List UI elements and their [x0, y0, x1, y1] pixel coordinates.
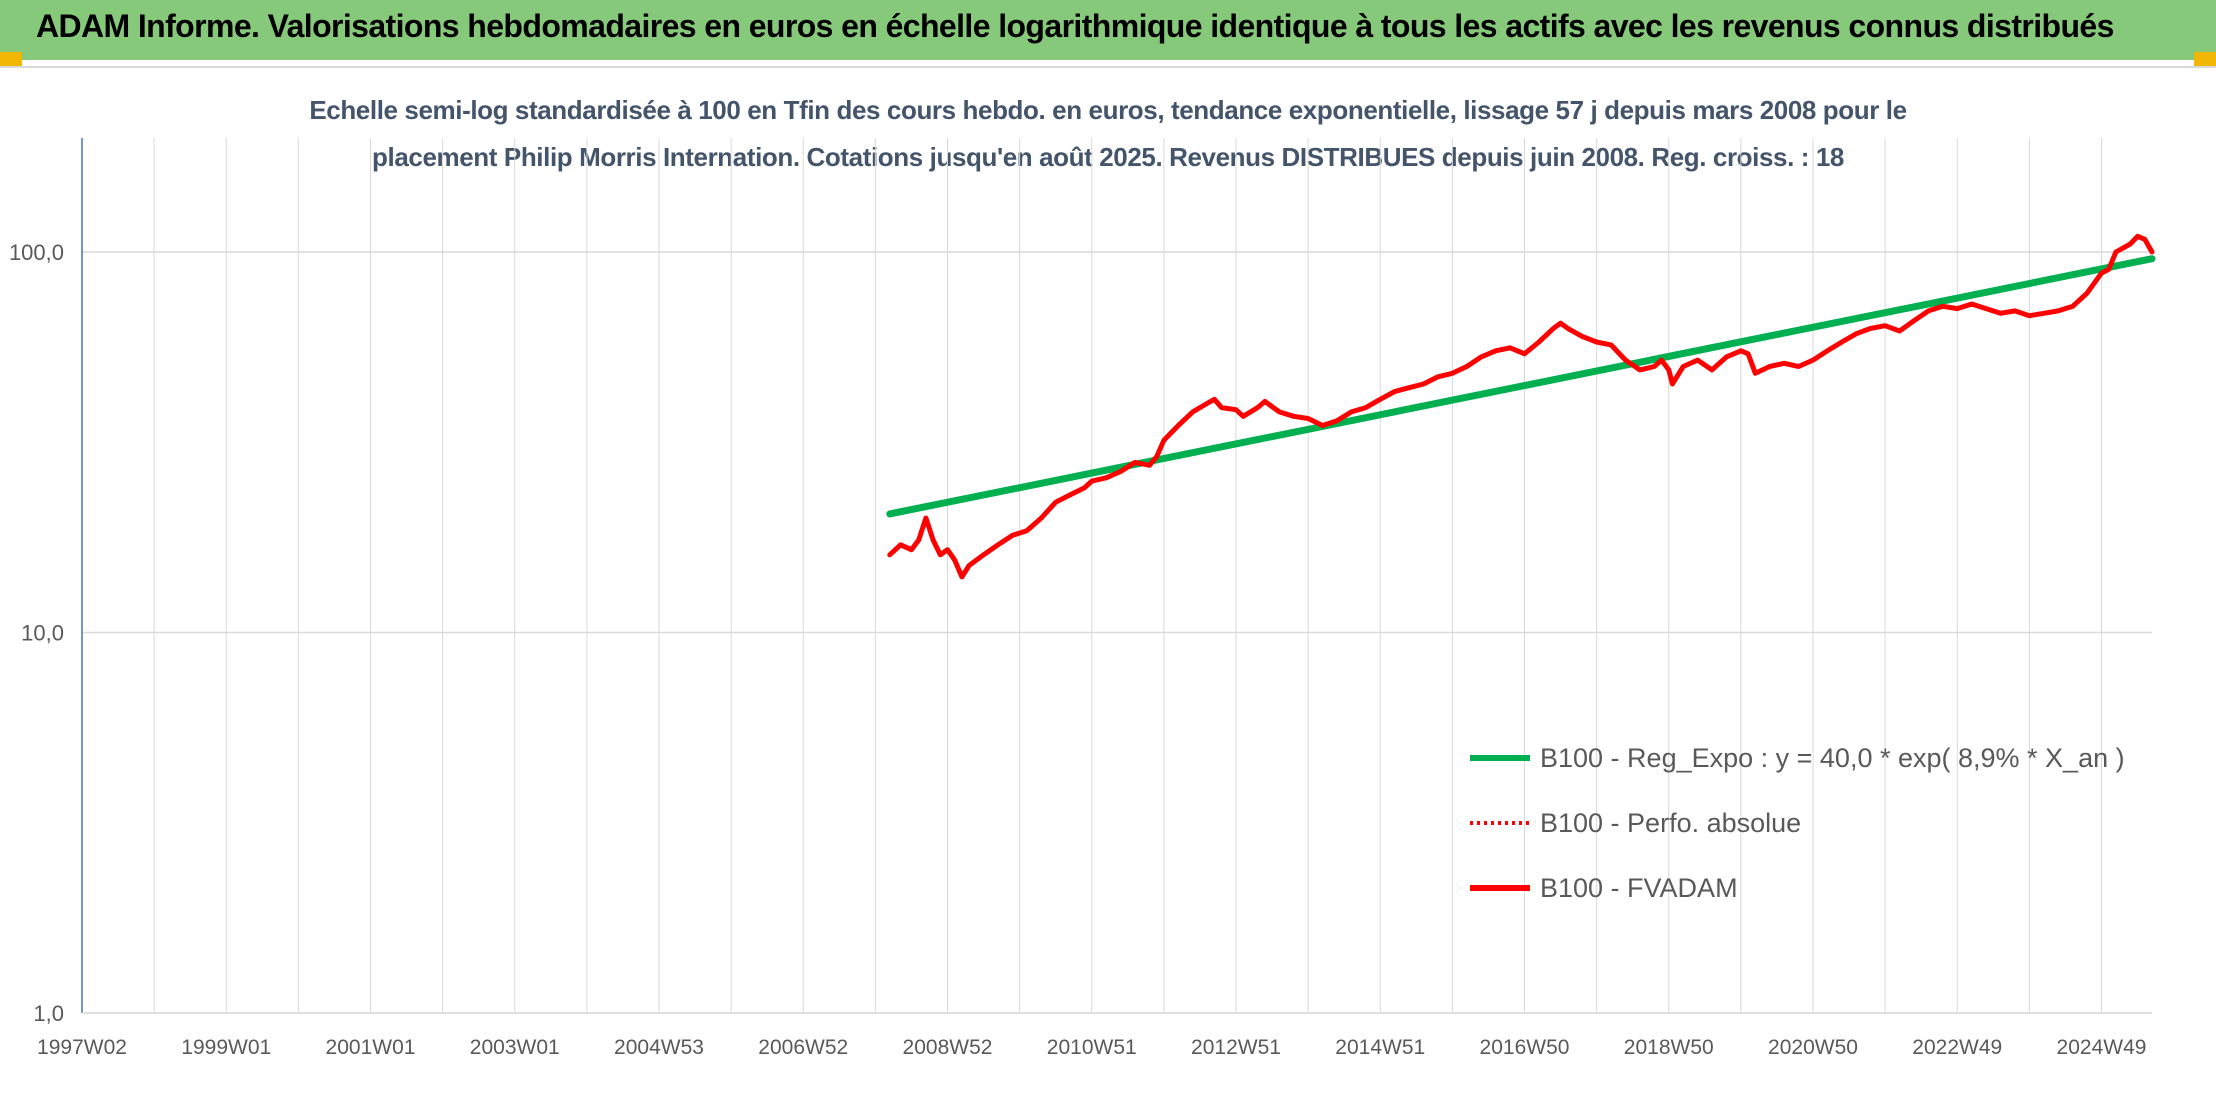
- report-header: ADAM Informe. Valorisations hebdomadaire…: [0, 0, 2216, 60]
- legend-label-3: B100 - FVADAM: [1540, 873, 1738, 903]
- y-tick-label: 1,0: [33, 1001, 64, 1026]
- legend-label-2: B100 - Perfo. absolue: [1540, 808, 1801, 838]
- legend-label-1: B100 - Reg_Expo : y = 40,0 * exp( 8,9% *…: [1540, 743, 2125, 773]
- x-tick-label: 2003W01: [470, 1036, 560, 1059]
- chart-title-line-2: placement Philip Morris Internation. Cot…: [372, 142, 1844, 172]
- x-tick-label: 2001W01: [326, 1036, 416, 1059]
- chart-frame: [0, 66, 2216, 1103]
- x-tick-label: 2012W51: [1191, 1036, 1281, 1059]
- y-tick-label: 10,0: [21, 621, 64, 646]
- y-axis: 1,0 10,0 100,0: [9, 240, 64, 1026]
- report-title: ADAM Informe. Valorisations hebdomadaire…: [36, 8, 2114, 44]
- x-tick-label: 2014W51: [1335, 1036, 1425, 1059]
- x-tick-label: 2022W49: [1912, 1036, 2002, 1059]
- x-tick-label: 2006W52: [758, 1036, 848, 1059]
- x-tick-label: 2018W50: [1624, 1036, 1714, 1059]
- gridlines: [81, 138, 2152, 1014]
- x-tick-label: 2004W53: [614, 1036, 704, 1059]
- x-tick-label: 2008W52: [903, 1036, 993, 1059]
- chart-title-line-1: Echelle semi-log standardisée à 100 en T…: [309, 95, 1907, 125]
- x-tick-label: 1999W01: [181, 1036, 271, 1059]
- series-line-1: [886, 255, 2156, 518]
- x-axis: 1997W02 1999W01 2001W01 2003W01 2004W53 2006W…: [37, 1036, 2146, 1059]
- left-corner-marker: [0, 52, 22, 66]
- chart-legend: B100 - Reg_Expo : y = 40,0 * exp( 8,9% *…: [1470, 743, 2125, 903]
- y-tick-label: 100,0: [9, 240, 64, 265]
- x-tick-label: 2016W50: [1480, 1036, 1570, 1059]
- x-tick-label: 2010W51: [1047, 1036, 1137, 1059]
- x-tick-label: 2020W50: [1768, 1036, 1858, 1059]
- right-corner-marker: [2194, 52, 2216, 66]
- x-tick-label: 2024W49: [2057, 1036, 2147, 1059]
- series-line-3: [887, 233, 2155, 580]
- x-tick-label: 1997W02: [37, 1036, 127, 1059]
- series-lines: [886, 233, 2156, 580]
